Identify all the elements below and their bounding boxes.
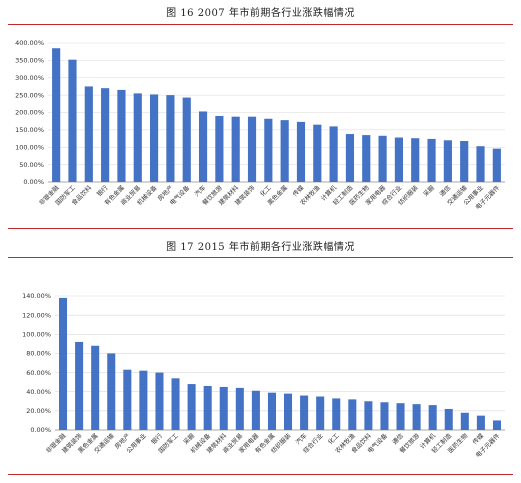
chart2-bar: [300, 395, 309, 430]
chart1-bar: [101, 88, 110, 182]
chart1-y-tick-label: 0.00%: [23, 178, 44, 186]
chart2-bar: [267, 392, 276, 430]
chart2-bar: [380, 402, 389, 430]
chart2-category-label: 通信: [391, 432, 405, 446]
chart1-bar: [313, 124, 322, 182]
chart1-bar: [84, 86, 93, 182]
chart1-y-tick-label: 200.00%: [15, 109, 44, 117]
chart2-bar: [364, 401, 373, 430]
chart2-bar: [332, 398, 341, 430]
chart2-category-label: 汽车: [294, 432, 308, 446]
chart2-bar: [75, 341, 84, 430]
chart2-bar: [139, 370, 148, 430]
chart2-bar: [476, 415, 485, 430]
figure2-caption: 图 17 2015 年市前期各行业涨跌幅情况: [166, 242, 355, 253]
chart2-bar: [412, 404, 421, 430]
chart1-bar: [394, 137, 403, 182]
chart1-y-tick-label: 50.00%: [19, 161, 44, 169]
chart1-bar: [280, 120, 289, 182]
chart2-y-tick-label: 40.00%: [26, 388, 51, 396]
chart1-y-tick-label: 350.00%: [15, 57, 44, 65]
chart1-bar: [150, 94, 159, 182]
chart1-bar: [215, 115, 224, 182]
chart2-category-label: 化工: [326, 432, 340, 446]
chart2-bar: [444, 408, 453, 430]
chart2-bar: [492, 420, 501, 430]
chart1-y-tick-label: 300.00%: [15, 74, 44, 82]
chart2-category-label: 采掘: [182, 432, 196, 446]
chart2-bar: [187, 384, 196, 430]
chart2-bar: [171, 378, 180, 430]
chart1-bar: [68, 59, 77, 182]
chart2-bar: [348, 399, 357, 430]
chart1-category-label: 化工: [258, 184, 272, 198]
chart1-bar: [345, 134, 355, 182]
chart2-bar: [460, 412, 469, 430]
chart1-y-tick-label: 400.00%: [15, 39, 44, 47]
chart1-bar: [476, 146, 485, 182]
figure1-bottom-rule: [8, 228, 513, 229]
chart2-y-tick-label: 0.00%: [30, 426, 51, 434]
chart1-category-label: 采掘: [422, 184, 436, 198]
chart1-y-tick-label: 150.00%: [15, 126, 44, 134]
chart2-bar: [396, 403, 405, 430]
chart2-y-tick-label: 60.00%: [26, 369, 51, 377]
chart1-bar: [329, 126, 338, 182]
chart2-y-tick-label: 140.00%: [22, 292, 51, 300]
chart1-bar: [443, 140, 452, 182]
chart2-y-tick-label: 80.00%: [26, 350, 51, 358]
chart2-y-tick-label: 20.00%: [26, 407, 51, 415]
chart1-bar: [117, 89, 126, 182]
chart1-category-label: 银行: [95, 184, 109, 198]
chart1-bar: [182, 97, 191, 182]
chart1-bar: [166, 95, 175, 182]
chart1-bar: [247, 116, 257, 182]
chart1-y-tick-label: 250.00%: [15, 91, 44, 99]
chart1-bar: [296, 121, 306, 182]
chart1-bar: [264, 118, 273, 182]
figure1-top-rule: [8, 24, 513, 25]
chart1-bar: [492, 148, 501, 182]
chart1-bar: [133, 93, 142, 182]
chart2-bar: [316, 396, 325, 430]
chart2-bar: [59, 297, 68, 430]
figure1-caption: 图 16 2007 年市前期各行业涨跌幅情况: [166, 8, 355, 19]
chart1-category-label: 传媒: [291, 183, 306, 198]
chart2-bar: [251, 390, 260, 430]
chart2-y-tick-label: 120.00%: [22, 311, 51, 319]
figure2-bottom-rule: [8, 474, 513, 475]
chart1-bar: [427, 138, 436, 182]
chart1-bar: [198, 111, 208, 182]
chart2-bar: [107, 353, 116, 430]
chart2-bar: [235, 387, 244, 430]
chart1-bar: [378, 135, 387, 182]
chart2-y-tick-label: 100.00%: [22, 330, 51, 338]
chart1-y-tick-label: 100.00%: [15, 143, 44, 151]
chart2-bar: [155, 372, 164, 430]
figure2-top-rule: [8, 257, 513, 258]
chart2-category-label: 银行: [149, 432, 163, 446]
chart1-bar: [231, 116, 240, 182]
chart2-bar: [428, 405, 437, 430]
chart2-bar: [284, 393, 293, 430]
chart2-bar: [219, 386, 228, 430]
chart1-category-label: 汽车: [193, 184, 207, 198]
chart2-bar: [91, 345, 100, 430]
chart2-bar: [203, 385, 212, 430]
chart2-bar: [123, 369, 132, 430]
chart1-bar: [52, 48, 61, 183]
chart1-bar: [362, 135, 371, 182]
chart1-bar: [460, 140, 469, 182]
chart1-bar: [411, 138, 420, 182]
chart1-category-label: 通信: [438, 184, 452, 198]
